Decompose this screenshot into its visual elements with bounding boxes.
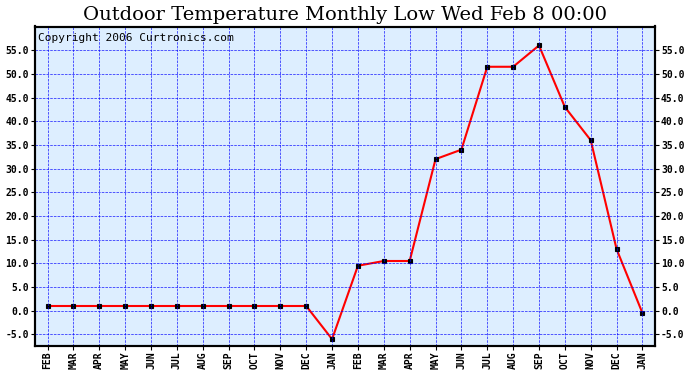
Text: Copyright 2006 Curtronics.com: Copyright 2006 Curtronics.com [38,33,233,43]
Title: Outdoor Temperature Monthly Low Wed Feb 8 00:00: Outdoor Temperature Monthly Low Wed Feb … [83,6,607,24]
